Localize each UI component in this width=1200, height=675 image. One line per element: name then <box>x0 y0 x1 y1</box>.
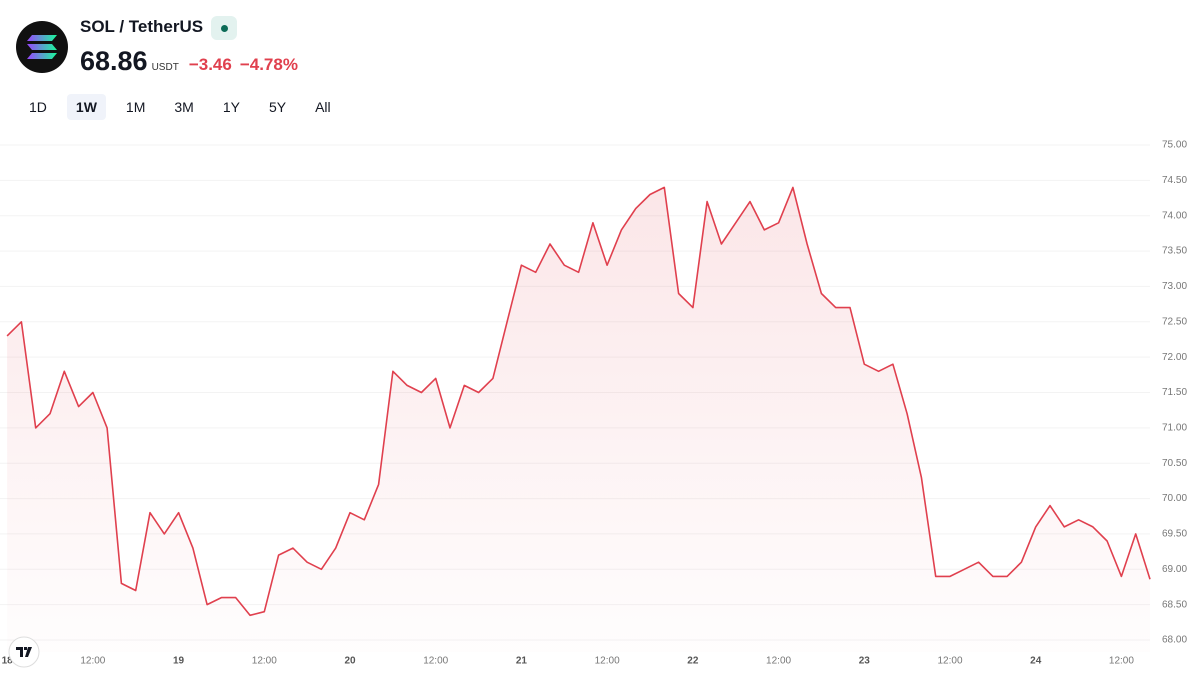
logo <box>16 20 68 73</box>
y-tick-label: 68.50 <box>1162 599 1187 610</box>
x-tick-label: 12:00 <box>1109 656 1134 667</box>
y-tick-label: 71.00 <box>1162 422 1187 433</box>
timeframe-button[interactable]: 1Y <box>222 99 240 115</box>
y-tick-label: 68.00 <box>1162 635 1187 646</box>
symbol: SOL / TetherUS <box>80 17 204 37</box>
x-tick-label: 23 <box>859 656 871 667</box>
y-tick-label: 70.00 <box>1162 493 1187 504</box>
y-tick-label: 71.50 <box>1162 387 1187 398</box>
change: −3.46 <box>188 55 232 74</box>
x-tick-label: 24 <box>1030 656 1042 667</box>
x-tick-label: 12:00 <box>252 656 277 667</box>
timeframes: 1D 1W 1M 3M 1Y 5Y All <box>20 94 351 120</box>
price: 68.86 <box>80 46 148 76</box>
y-tick-label: 72.00 <box>1162 352 1187 363</box>
x-tick-label: 12:00 <box>937 656 962 667</box>
timeframe-button[interactable]: 1D <box>29 99 47 115</box>
y-tick-label: 73.50 <box>1162 246 1187 257</box>
timeframe-button[interactable]: 3M <box>174 99 194 115</box>
change-pct: −4.78% <box>239 55 298 74</box>
header-text: SOL / TetherUS 68.86 USDT −3.46 −4.78% <box>68 16 298 77</box>
x-tick-label: 12:00 <box>423 656 448 667</box>
y-tick-label: 72.50 <box>1162 316 1187 327</box>
y-tick-label: 74.50 <box>1162 175 1187 186</box>
timeframe-button[interactable]: All <box>315 99 331 115</box>
price-row: 68.86 USDT −3.46 −4.78% <box>80 46 298 77</box>
status-badge <box>211 16 238 40</box>
timeframe-button[interactable]: 1W <box>66 94 106 120</box>
price-line <box>6 186 1151 617</box>
x-tick-label: 12:00 <box>766 656 791 667</box>
x-tick-label: 18 <box>2 656 14 667</box>
area-fill <box>7 187 1151 652</box>
x-tick-label: 12:00 <box>595 656 620 667</box>
y-tick-label: 69.00 <box>1162 564 1187 575</box>
currency: USDT <box>151 62 179 73</box>
timeframe-button[interactable]: 1M <box>125 99 146 115</box>
header: SOL / TetherUS 68.86 USDT −3.46 −4.78% <box>16 16 298 77</box>
y-tick-label: 75.00 <box>1162 140 1187 151</box>
x-tick-label: 19 <box>173 656 185 667</box>
x-tick-label: 20 <box>344 656 356 667</box>
x-tick-label: 22 <box>687 656 699 667</box>
x-tick-label: 21 <box>516 656 528 667</box>
logo-icon <box>27 34 57 59</box>
y-tick-label: 74.00 <box>1162 210 1187 221</box>
tradingview-logo <box>8 636 40 668</box>
y-tick-label: 69.50 <box>1162 529 1187 540</box>
timeframe-button[interactable]: 5Y <box>268 99 287 115</box>
x-tick-label: 12:00 <box>80 656 105 667</box>
y-tick-label: 70.50 <box>1162 458 1187 469</box>
y-tick-label: 73.00 <box>1162 281 1187 292</box>
